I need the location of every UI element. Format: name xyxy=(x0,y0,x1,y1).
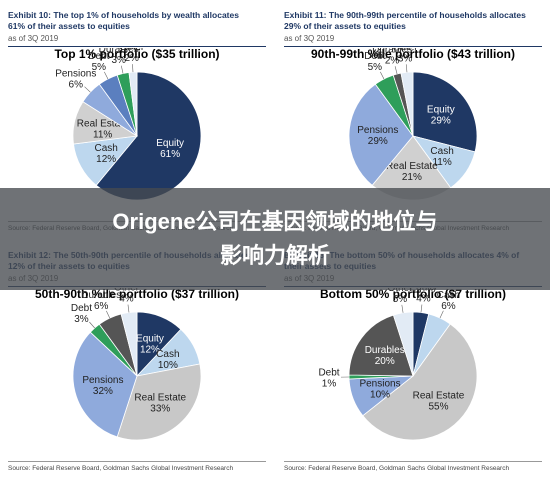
leader-line xyxy=(439,310,444,319)
leader-line xyxy=(420,304,423,313)
slice-value: 12% xyxy=(96,154,116,165)
chart: 50th-90th %ile portfolio ($37 trillion) E… xyxy=(35,288,239,441)
pie-slice xyxy=(120,311,138,377)
slice-label: Cash xyxy=(430,146,453,157)
chart-title: Bottom 50% portfolio ($7 trillion) xyxy=(320,288,506,301)
leader-line xyxy=(121,65,124,74)
slice-value: 6% xyxy=(69,79,84,90)
slice-value: 5% xyxy=(393,294,408,305)
exhibit-header: Exhibit 11: The 90th-99th percentile of … xyxy=(284,10,526,31)
pie-slice xyxy=(72,331,138,438)
slice-label: Cash xyxy=(437,290,460,301)
leader-line xyxy=(106,310,111,319)
slice-label: Debt xyxy=(71,303,92,314)
slice-value: 1% xyxy=(322,378,337,389)
pie-slice xyxy=(348,314,414,377)
slice-value: 20% xyxy=(375,356,395,367)
slice-label: Debt xyxy=(364,51,385,62)
slice-label: Cash xyxy=(156,349,179,360)
source-note: Source: Federal Reserve Board, Goldman S… xyxy=(284,465,510,472)
exhibit-date: as of 3Q 2019 xyxy=(284,34,335,43)
slice-value: 2% xyxy=(385,56,400,67)
leader-line xyxy=(89,321,95,329)
slice-label: Pensions xyxy=(55,68,96,79)
slice-label: Real Estate xyxy=(77,118,129,129)
slice-label: Equity xyxy=(156,138,184,149)
slice-value: 32% xyxy=(93,386,113,397)
pie-slice xyxy=(400,71,414,137)
slice-value: 6% xyxy=(441,301,456,312)
slice-value: 33% xyxy=(150,403,170,414)
slice-label: Debt xyxy=(318,367,339,378)
leader-line xyxy=(380,71,385,80)
slice-value: 12% xyxy=(140,344,160,355)
slice-value: 6% xyxy=(94,301,109,312)
slice-value: 10% xyxy=(158,360,178,371)
slice-value: 11% xyxy=(93,129,112,140)
slice-label: Cash xyxy=(94,143,117,154)
pie-slice xyxy=(128,71,138,137)
chart-panel: Exhibit 13: The bottom 50% of households… xyxy=(280,244,546,476)
slice-label: Equity xyxy=(427,104,455,115)
slice-label: Other xyxy=(387,288,413,294)
source-note: Source: Federal Reserve Board, Goldman S… xyxy=(8,465,234,472)
slice-value: 3% xyxy=(74,314,89,325)
slice-value: 29% xyxy=(431,115,451,126)
slice-label: Durables xyxy=(81,290,121,301)
slice-label: Pensions xyxy=(357,125,398,136)
slice-value: 5% xyxy=(92,62,107,73)
leader-line xyxy=(405,64,408,73)
leader-line xyxy=(127,304,130,313)
chart-title: Top 1% portfolio ($35 trillion) xyxy=(54,48,219,61)
slice-value: 2% xyxy=(124,53,139,64)
slice-label: Equity xyxy=(136,333,164,344)
pie-slice xyxy=(412,71,478,153)
pie-slice xyxy=(348,83,414,186)
leader-line xyxy=(401,304,404,313)
slice-label: Other xyxy=(393,48,419,53)
leader-line xyxy=(132,64,134,73)
exhibit-date: as of 3Q 2019 xyxy=(8,34,59,43)
header-rule xyxy=(8,46,266,47)
slice-label: Real Estate xyxy=(134,392,186,403)
slice-value: 21% xyxy=(402,172,422,183)
slice-label: Equity xyxy=(410,288,438,294)
slice-value: 3% xyxy=(111,55,126,66)
slice-value: 55% xyxy=(428,401,448,412)
chart-title: 50th-90th %ile portfolio ($37 trillion) xyxy=(35,288,239,301)
slice-label: Pensions xyxy=(359,378,400,389)
slice-label: Durables xyxy=(365,345,405,356)
slice-label: Real Estate xyxy=(386,161,438,172)
chart: Bottom 50% portfolio ($7 trillion)Equity… xyxy=(318,288,506,441)
slice-value: 4% xyxy=(119,294,134,305)
slice-value: 4% xyxy=(416,294,431,305)
leader-line xyxy=(104,71,109,80)
slice-value: 61% xyxy=(160,149,180,160)
slice-label: Other xyxy=(119,48,145,53)
slice-label: Durables xyxy=(372,48,412,56)
leader-line xyxy=(394,66,398,75)
slice-label: Pensions xyxy=(82,375,123,386)
slice-value: 10% xyxy=(370,389,390,400)
slice-label: Debt xyxy=(88,51,109,62)
banner-line: Origene公司在基因领域的地位与 xyxy=(112,209,438,234)
leader-line xyxy=(84,86,91,93)
pie-slice xyxy=(362,323,478,441)
source-rule xyxy=(284,461,542,462)
exhibit-header: Exhibit 10: The top 1% of households by … xyxy=(8,10,239,31)
slice-value: 3% xyxy=(398,53,413,64)
banner-line: 影响力解析 xyxy=(219,243,330,268)
source-rule xyxy=(8,461,266,462)
pie-slice xyxy=(116,363,202,441)
slice-label: Other xyxy=(114,288,140,294)
slice-label: Real Estate xyxy=(413,390,465,401)
chart-title: 90th-99th %ile portfolio ($43 trillion) xyxy=(311,48,515,61)
slice-value: 5% xyxy=(368,62,383,73)
header-rule xyxy=(284,46,542,47)
slice-value: 29% xyxy=(368,136,388,147)
banner: Origene公司在基因领域的地位与 影响力解析 xyxy=(0,188,550,290)
slice-value: 11% xyxy=(432,157,451,168)
slice-label: Durables xyxy=(99,48,139,55)
